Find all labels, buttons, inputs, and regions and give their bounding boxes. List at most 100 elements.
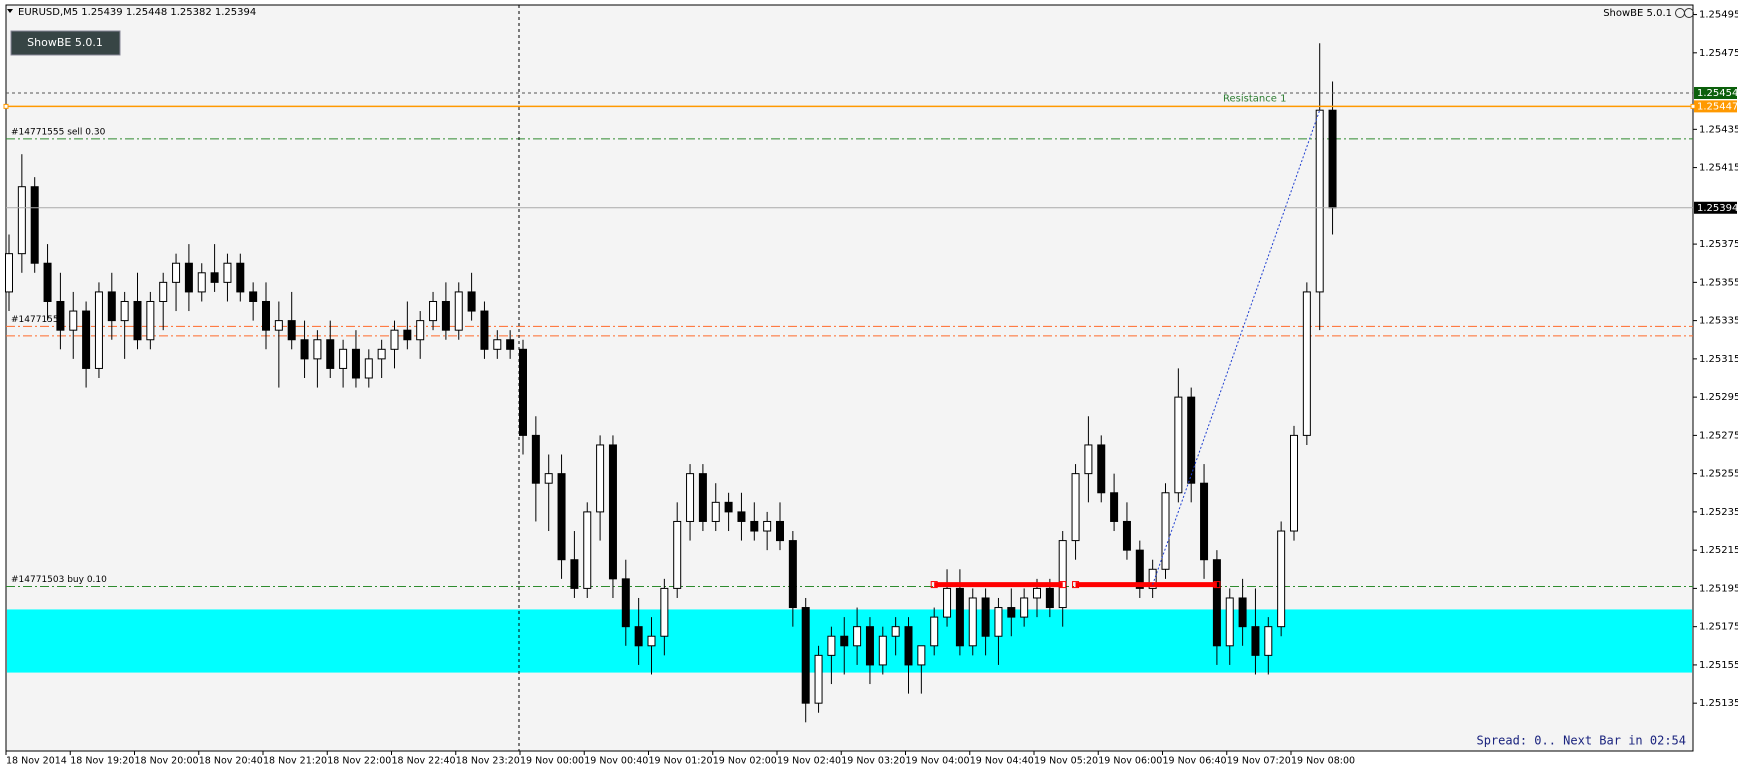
candle-body: [1264, 626, 1273, 656]
candle-body: [480, 310, 489, 350]
x-tick-label: 18 Nov 21:20: [263, 756, 327, 767]
y-tick-label: 1.25495: [1699, 10, 1738, 21]
candle-body: [1277, 530, 1286, 628]
candle-body: [1161, 492, 1170, 570]
candle-body: [17, 186, 26, 255]
candle-body: [5, 253, 13, 293]
candle-body: [891, 626, 900, 637]
candle-body: [339, 348, 348, 369]
indicator-name: ShowBE 5.0.1: [1603, 8, 1672, 19]
x-tick-label: 19 Nov 01:20: [649, 756, 713, 767]
candle-body: [1071, 473, 1080, 542]
segment-end: [1213, 581, 1221, 589]
candle-body: [763, 520, 772, 532]
y-tick-label: 1.25435: [1699, 124, 1738, 135]
candle-body: [994, 607, 1003, 637]
candle-body: [467, 291, 476, 312]
candle-body: [840, 635, 849, 647]
candle-body: [274, 320, 283, 331]
segment-end: [930, 581, 938, 589]
price-tag: [1694, 100, 1737, 113]
y-tick-label: 1.25475: [1699, 48, 1738, 59]
x-tick-label: 18 Nov 20:00: [135, 756, 199, 767]
candle-body: [441, 300, 450, 331]
candle-body: [1212, 559, 1221, 647]
y-tick-label: 1.25415: [1699, 163, 1738, 174]
candle-body: [801, 607, 810, 704]
candle-body: [184, 262, 193, 293]
y-tick-label: 1.25375: [1699, 239, 1738, 250]
candle-body: [1135, 549, 1144, 589]
x-tick-label: 18 Nov 22:40: [392, 756, 456, 767]
candle-body: [776, 520, 784, 542]
x-tick-label: 19 Nov 06:00: [1098, 756, 1162, 767]
candle-body: [1290, 434, 1298, 532]
candle-body: [94, 291, 103, 369]
candle-body: [82, 310, 91, 369]
support-zone: [7, 609, 1692, 673]
candle-body: [326, 339, 335, 369]
candle-body: [210, 272, 219, 283]
candle-body: [1007, 607, 1016, 618]
candle-body: [1110, 492, 1119, 522]
x-tick-label: 19 Nov 05:20: [1034, 756, 1098, 767]
candle-body: [223, 262, 232, 283]
candle-body: [1315, 109, 1324, 293]
candle-body: [1238, 597, 1247, 628]
order-label: #14771555 sell 0.30: [11, 127, 106, 137]
showbe-button[interactable]: [10, 30, 121, 56]
candle-body: [724, 501, 733, 513]
candle-body: [621, 578, 630, 628]
candle-body: [570, 559, 579, 589]
candle-body: [1045, 587, 1054, 609]
candle-body: [69, 310, 78, 331]
candle-body: [120, 300, 129, 322]
candle-body: [1148, 568, 1157, 589]
candle-body: [1020, 597, 1029, 618]
candle-body: [968, 597, 977, 647]
y-tick-label: 1.25175: [1699, 622, 1738, 633]
candle-body: [506, 339, 515, 350]
candle-body: [56, 300, 65, 331]
candle-body: [647, 635, 656, 647]
candle-body: [917, 645, 926, 666]
y-tick-label: 1.25215: [1699, 545, 1738, 556]
candle-body: [172, 262, 181, 283]
candle-body: [313, 339, 322, 360]
order-label: #14771555: [11, 315, 64, 325]
x-tick-label: 19 Nov 04:40: [970, 756, 1034, 767]
segment-end: [1072, 581, 1080, 589]
x-tick-label: 19 Nov 02:00: [713, 756, 777, 767]
candle-body: [107, 291, 116, 322]
candle-body: [737, 511, 746, 522]
candle-body: [159, 281, 168, 302]
candle-body: [30, 186, 39, 264]
button-label[interactable]: ShowBE 5.0.1: [27, 36, 103, 49]
candle-body: [853, 626, 862, 647]
candle-body: [1200, 482, 1209, 561]
candle-body: [660, 587, 669, 637]
candle-body: [403, 329, 412, 341]
candle-body: [1122, 520, 1131, 551]
candle-body: [865, 626, 874, 666]
x-tick-label: 19 Nov 00:00: [520, 756, 584, 767]
y-tick-label: 1.25275: [1699, 430, 1738, 441]
candle-body: [454, 291, 463, 331]
x-tick-label: 18 Nov 2014: [6, 756, 67, 767]
candle-body: [827, 635, 836, 656]
candle-body: [1033, 587, 1041, 599]
candle-body: [788, 540, 797, 609]
candle-body: [943, 587, 952, 618]
y-tick-label: 1.25315: [1699, 354, 1738, 365]
price-tag-label: 1.25447: [1697, 101, 1738, 112]
candle-body: [673, 520, 682, 589]
price-tag: [1694, 201, 1737, 214]
candle-body: [197, 272, 206, 293]
y-tick-label: 1.25255: [1699, 469, 1738, 480]
candle-body: [1251, 626, 1260, 656]
indicator-icon[interactable]: [1684, 8, 1694, 18]
candle-body: [930, 616, 939, 647]
menu-arrow: [7, 9, 13, 13]
x-tick-label: 18 Nov 23:20: [456, 756, 520, 767]
